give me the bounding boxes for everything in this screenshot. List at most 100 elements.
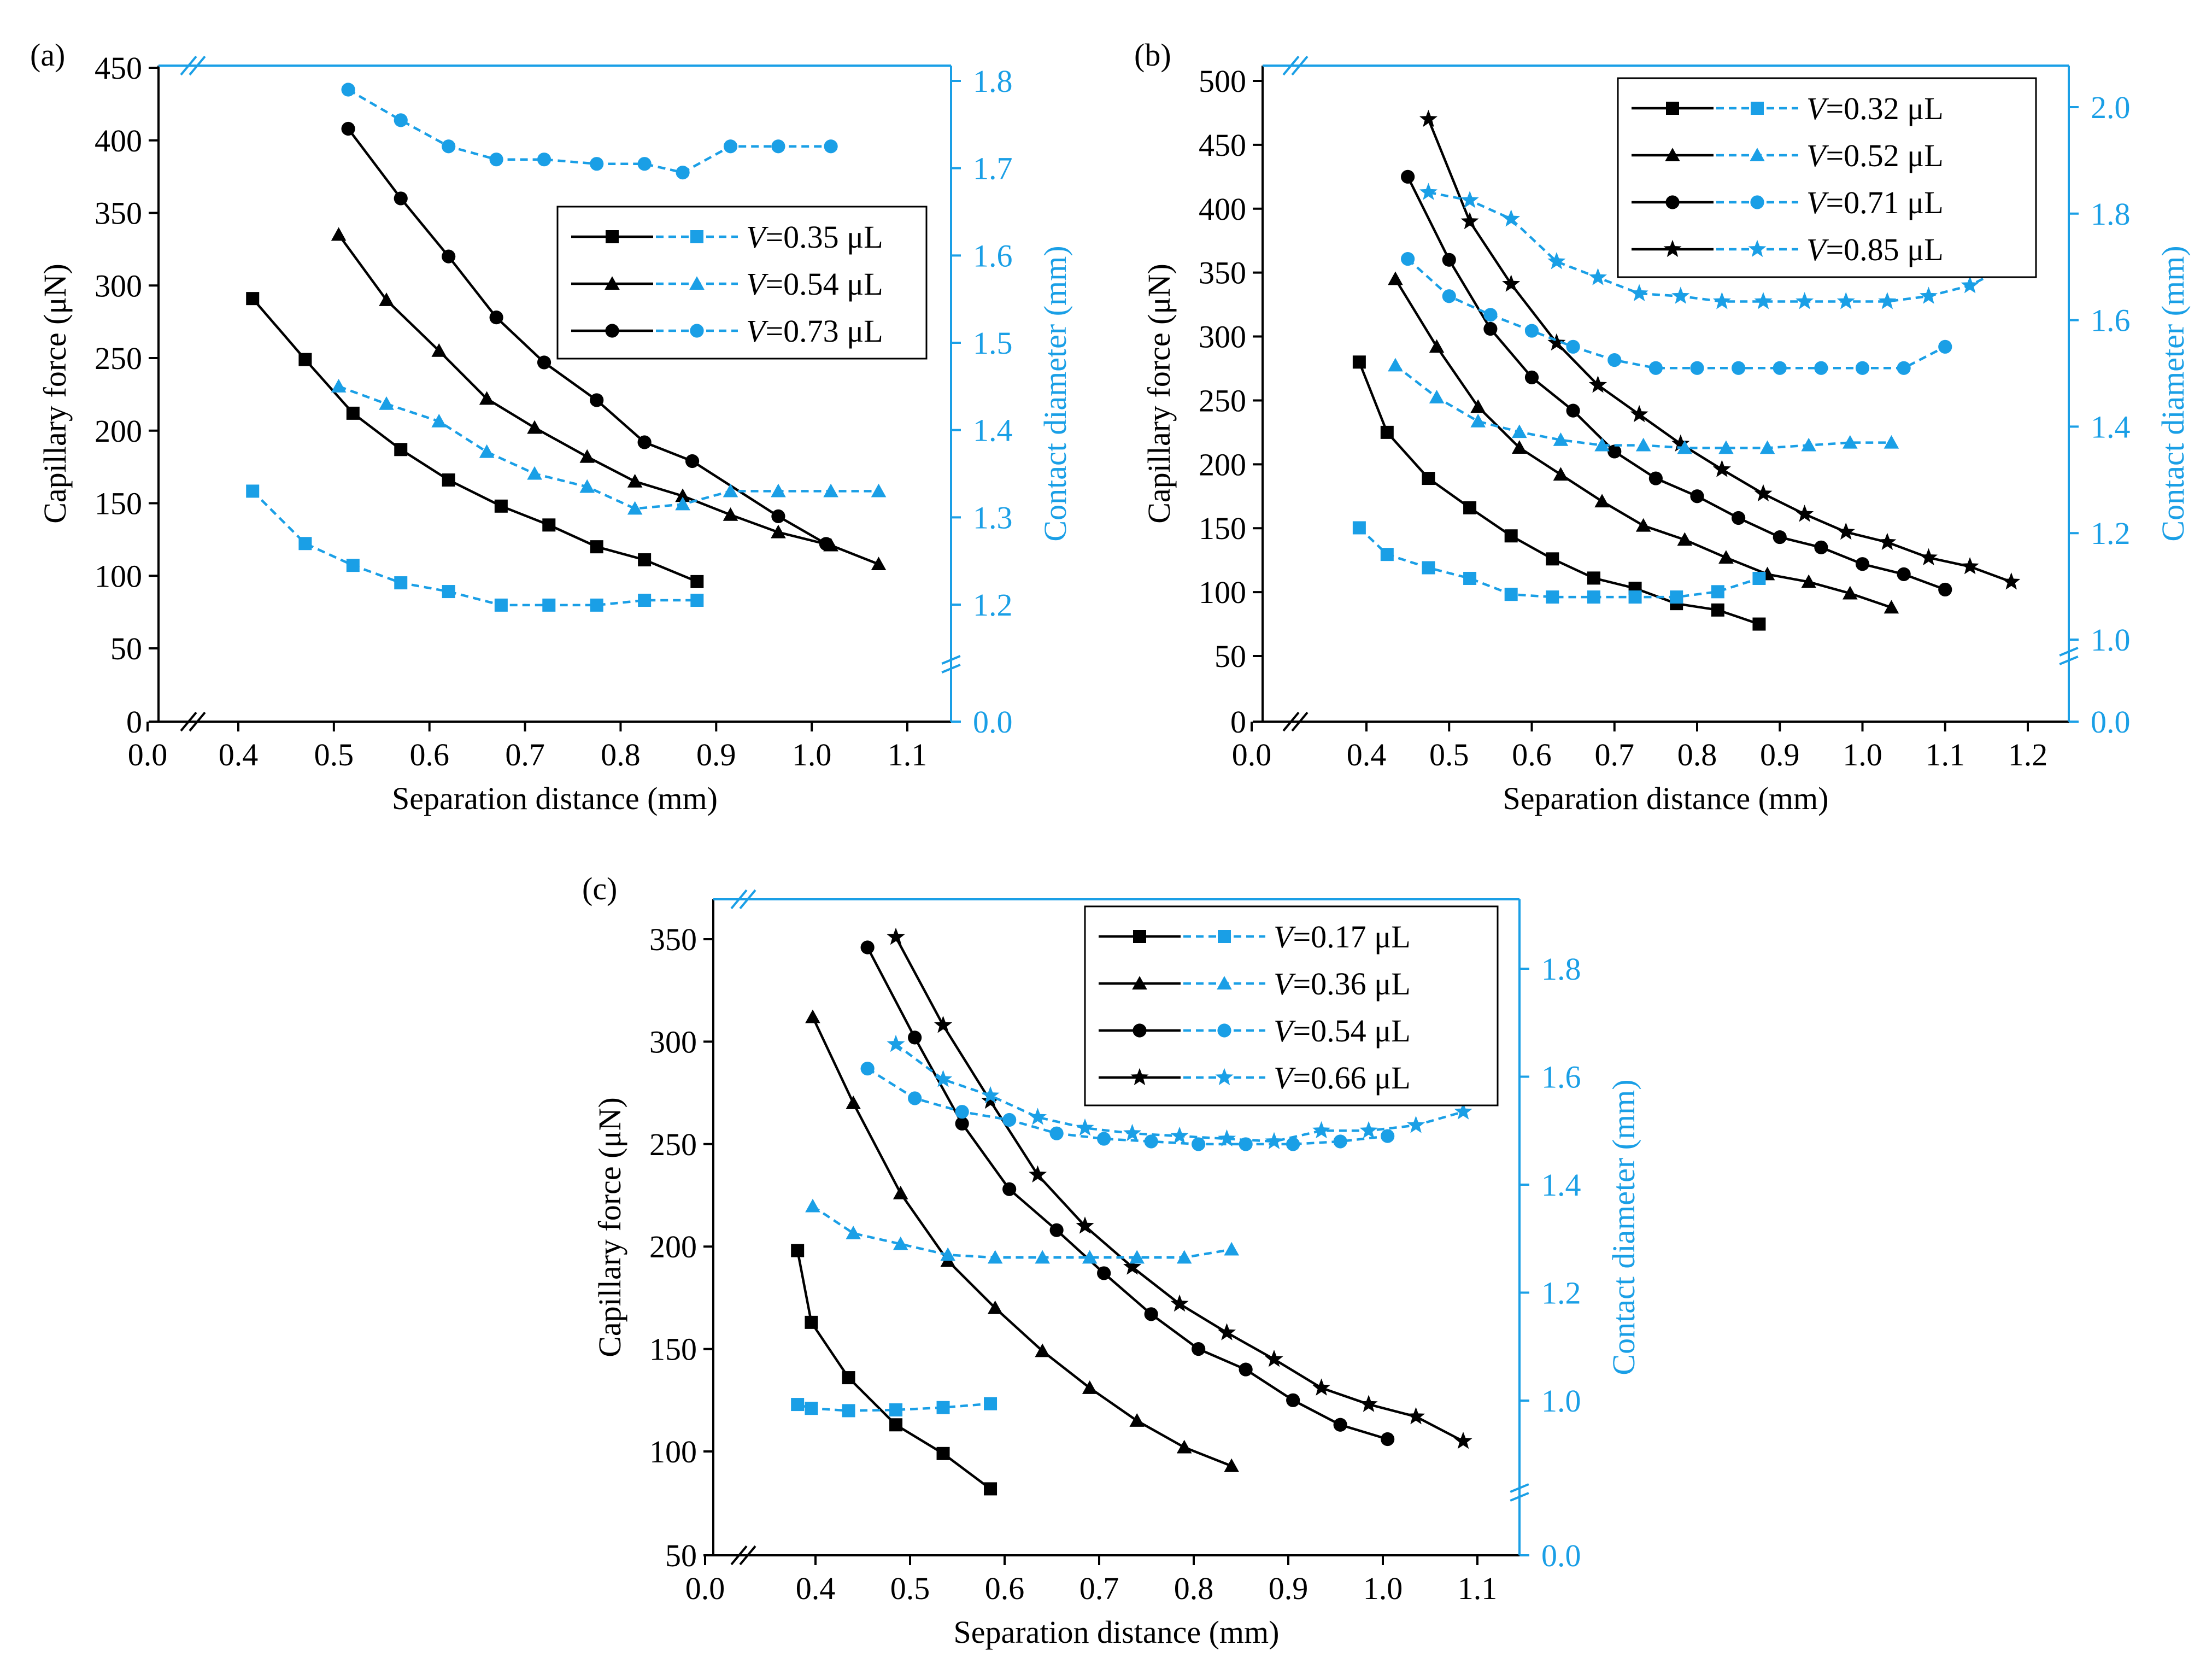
data-point bbox=[1265, 1132, 1283, 1150]
data-point bbox=[987, 1300, 1003, 1314]
data-point bbox=[590, 540, 603, 554]
y-right-tick-label: 1.8 bbox=[1541, 951, 1581, 987]
data-point bbox=[723, 507, 738, 521]
data-point bbox=[637, 157, 652, 171]
data-point bbox=[1129, 1413, 1145, 1427]
data-point bbox=[1938, 582, 1952, 597]
y-left-tick-label: 100 bbox=[649, 1434, 697, 1469]
data-point bbox=[685, 454, 700, 469]
legend-marker-force bbox=[1665, 148, 1680, 162]
y-right-tick-label: 1.8 bbox=[973, 63, 1013, 99]
y-left-tick-label: 450 bbox=[95, 50, 142, 86]
data-point bbox=[537, 355, 551, 370]
y-right-tick-label: 1.6 bbox=[1541, 1059, 1581, 1095]
x-tick-label: 0.4 bbox=[219, 737, 259, 772]
y-left-axis-title: Capillary force (μN) bbox=[37, 264, 73, 524]
data-point bbox=[889, 1403, 903, 1416]
data-point bbox=[1192, 1342, 1206, 1356]
series-diameter-circle bbox=[341, 83, 838, 180]
data-point bbox=[1920, 548, 1938, 566]
legend: V=0.32 μL V=0.52 μL V=0.71 μL V=0.85 μL bbox=[1617, 77, 2037, 278]
legend-marker-force bbox=[1665, 195, 1680, 209]
chart-panel-c: 0.0 0.4 0.5 0.6 0.7 0.8 0.9 1.0 1.1 50 100 150 200 25… bbox=[582, 871, 1641, 1650]
y-left-tick-label: 300 bbox=[649, 1024, 697, 1059]
data-point bbox=[298, 353, 312, 366]
series-force-star bbox=[1419, 109, 2021, 590]
y-right-tick-label: 1.0 bbox=[1541, 1383, 1581, 1419]
data-point bbox=[955, 1105, 969, 1119]
data-point bbox=[1483, 308, 1498, 322]
data-point bbox=[442, 585, 455, 599]
x-tick-label: 0.5 bbox=[1429, 737, 1469, 772]
data-point bbox=[1286, 1137, 1300, 1151]
series-force-triangle bbox=[1388, 271, 1899, 614]
data-point bbox=[442, 139, 456, 154]
data-point bbox=[675, 496, 690, 511]
x-tick-label: 1.2 bbox=[2008, 737, 2048, 772]
x-tick-label: 0.4 bbox=[1347, 737, 1387, 772]
data-point bbox=[860, 940, 875, 955]
series-diameter-star bbox=[887, 1034, 1472, 1150]
x-tick-label: 0.6 bbox=[409, 737, 449, 772]
data-point bbox=[1224, 1242, 1239, 1256]
data-point bbox=[1388, 358, 1403, 372]
x-tick-label: 0.7 bbox=[505, 737, 545, 772]
y-right-tick-label: 1.7 bbox=[973, 151, 1013, 186]
data-point bbox=[341, 83, 355, 97]
y-left-tick-label: 350 bbox=[649, 922, 697, 957]
x-tick-label: 0.5 bbox=[890, 1571, 930, 1606]
data-point bbox=[1752, 617, 1766, 631]
legend-label: V=0.32 μL bbox=[1806, 91, 1944, 126]
x-tick-label: 1.1 bbox=[1926, 737, 1965, 772]
series-diameter-triangle bbox=[331, 379, 887, 515]
data-point bbox=[940, 1247, 955, 1261]
data-point bbox=[1773, 361, 1787, 375]
y-right-tick-label: 1.4 bbox=[2091, 409, 2131, 444]
data-point bbox=[1843, 585, 1858, 600]
legend-marker-diameter bbox=[1215, 1068, 1234, 1086]
y-left-tick-label: 50 bbox=[1214, 639, 1246, 674]
series-force-circle bbox=[341, 121, 833, 551]
data-point bbox=[1524, 324, 1539, 338]
y-left-axis-title: Capillary force (μN) bbox=[592, 1097, 627, 1357]
data-point bbox=[1547, 252, 1566, 270]
y-right-tick-label: 2.0 bbox=[2091, 90, 2131, 125]
data-point bbox=[1352, 355, 1366, 369]
data-point bbox=[1401, 169, 1415, 184]
data-point bbox=[1460, 191, 1479, 208]
data-point bbox=[346, 406, 360, 420]
series-line bbox=[338, 385, 879, 510]
data-point bbox=[494, 598, 508, 612]
legend-marker-diameter bbox=[1748, 239, 1767, 257]
y-left-tick-label: 200 bbox=[95, 413, 142, 449]
data-point bbox=[1035, 1250, 1050, 1264]
y-right-tick-label: 1.6 bbox=[973, 238, 1013, 273]
y-left-tick-label: 100 bbox=[95, 558, 142, 594]
series-line bbox=[812, 1205, 1232, 1259]
series-force-square bbox=[1352, 355, 1766, 631]
x-axis-title: Separation distance (mm) bbox=[954, 1614, 1280, 1650]
data-point bbox=[590, 393, 604, 407]
legend-marker-diameter bbox=[690, 230, 703, 243]
legend-marker-force bbox=[605, 324, 619, 338]
data-point bbox=[842, 1371, 855, 1385]
data-point bbox=[1920, 286, 1938, 304]
data-point bbox=[1076, 1216, 1094, 1234]
y-left-tick-label: 450 bbox=[1199, 127, 1246, 163]
data-point bbox=[1429, 390, 1445, 403]
y-right-tick-label: 1.2 bbox=[1541, 1275, 1581, 1311]
data-point bbox=[1442, 289, 1456, 303]
data-point bbox=[887, 927, 905, 945]
legend-marker-force bbox=[1666, 102, 1679, 115]
data-point bbox=[805, 1009, 820, 1023]
y-left-tick-label: 350 bbox=[95, 196, 142, 231]
data-point bbox=[1422, 561, 1435, 575]
data-point bbox=[1961, 276, 1979, 294]
data-point bbox=[1286, 1393, 1300, 1407]
data-point bbox=[1419, 183, 1437, 200]
y-right-tick-label: 1.3 bbox=[973, 500, 1013, 535]
data-point bbox=[442, 249, 456, 264]
data-point bbox=[1454, 1102, 1472, 1120]
data-point bbox=[1711, 603, 1724, 617]
data-point bbox=[723, 483, 738, 497]
